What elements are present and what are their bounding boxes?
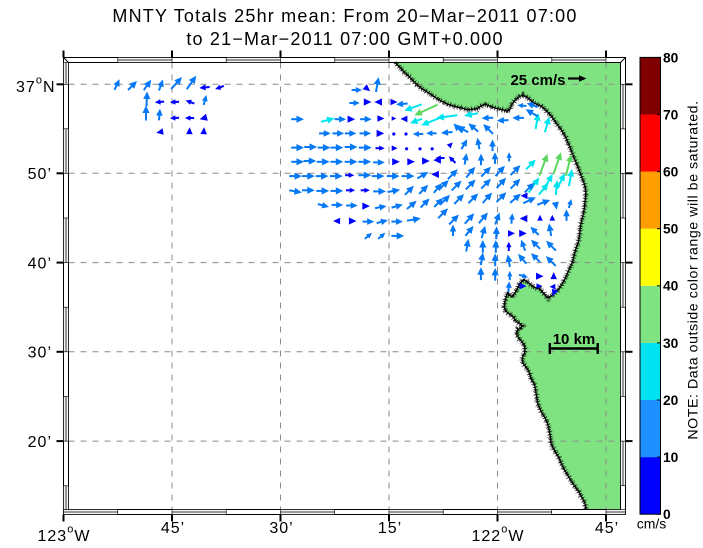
svg-text:45’: 45’ (595, 520, 619, 537)
svg-text:80: 80 (663, 50, 679, 65)
svg-text:MNTY Totals 25hr mean: From 20: MNTY Totals 25hr mean: From 20−Mar−2011 … (112, 6, 577, 26)
svg-text:to 21−Mar−2011 07:00 GMT+0.000: to 21−Mar−2011 07:00 GMT+0.000 (186, 29, 503, 49)
svg-text:122oW: 122oW (472, 524, 525, 546)
svg-text:45’: 45’ (161, 520, 185, 537)
svg-text:40’: 40’ (28, 255, 52, 272)
svg-text:123oW: 123oW (38, 524, 91, 546)
svg-text:10: 10 (663, 450, 679, 465)
svg-text:15’: 15’ (378, 520, 402, 537)
svg-text:50: 50 (663, 222, 679, 237)
svg-text:0: 0 (663, 507, 671, 522)
svg-text:10 km: 10 km (553, 331, 596, 348)
svg-text:20: 20 (663, 393, 679, 408)
svg-text:30: 30 (663, 336, 679, 351)
svg-text:40: 40 (663, 279, 679, 294)
svg-text:25 cm/s: 25 cm/s (510, 72, 565, 89)
svg-text:30’: 30’ (28, 345, 52, 362)
svg-text:50’: 50’ (28, 166, 52, 183)
svg-text:60: 60 (663, 165, 679, 180)
svg-text:NOTE: Data outside color range: NOTE: Data outside color range will be s… (686, 100, 702, 439)
svg-text:30’: 30’ (269, 520, 293, 537)
svg-text:37oN: 37oN (16, 75, 55, 97)
svg-text:70: 70 (663, 107, 679, 122)
svg-text:cm/s: cm/s (637, 516, 667, 532)
svg-text:20’: 20’ (28, 434, 52, 451)
